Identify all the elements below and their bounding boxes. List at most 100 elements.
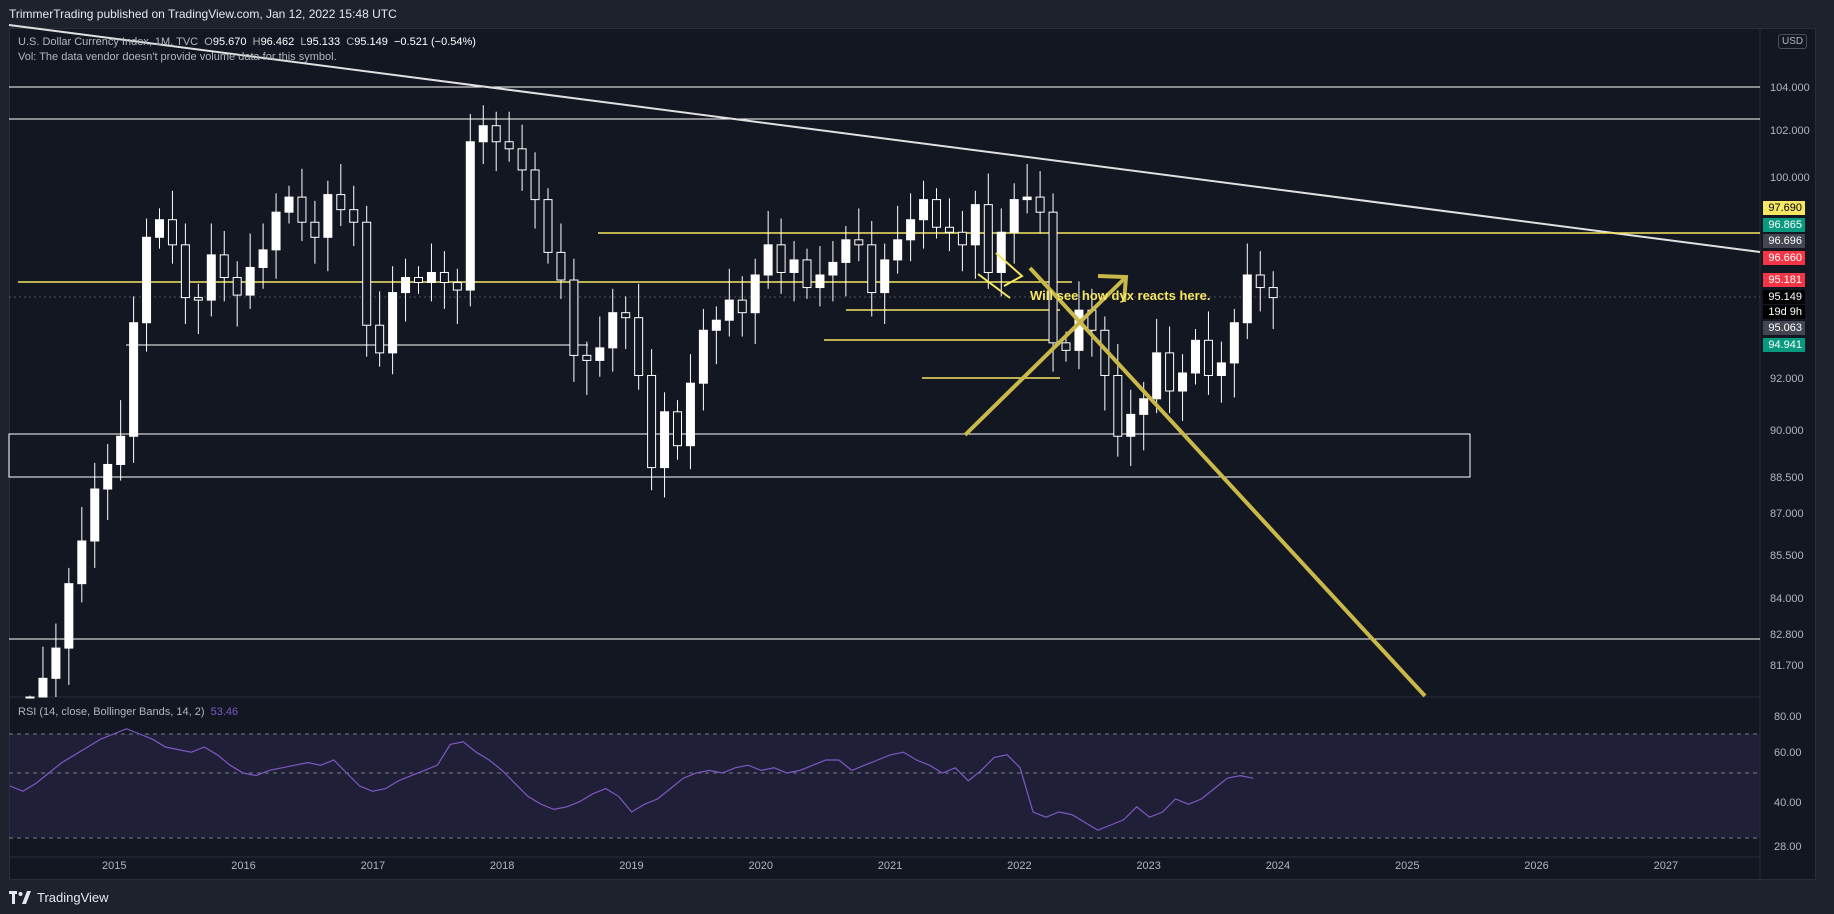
open-value: 95.670 (212, 36, 247, 48)
rsi-label: RSI (14, close, Bollinger Bands, 14, 2) (18, 706, 205, 718)
candle-body (919, 199, 929, 221)
candle-body (1048, 211, 1058, 344)
candle-body (634, 317, 644, 376)
time-tick-label: 2019 (619, 860, 643, 872)
price-tag: 95.149 (1763, 290, 1805, 304)
candle-body (1203, 339, 1213, 376)
price-tick-label: 100.000 (1770, 172, 1810, 184)
candle-body (362, 221, 372, 326)
price-axis: 104.000 102.000 100.000 92.000 90.000 88.500 8… (1770, 82, 1810, 672)
price-tick-label: 84.000 (1770, 593, 1804, 605)
close-value: 95.149 (354, 36, 388, 48)
price-tag: 94.941 (1763, 338, 1805, 352)
candle-body (1126, 413, 1136, 437)
candle-body (155, 219, 164, 238)
descending-trend-line (8, 24, 1761, 253)
candle-body (103, 463, 113, 490)
candle-body (556, 251, 566, 281)
candle-body (724, 299, 734, 321)
rsi-tick-label: 60.00 (1774, 747, 1802, 759)
candle-body (1216, 362, 1226, 376)
candle-body (582, 354, 592, 361)
candle-body (647, 374, 657, 469)
candle-body (660, 411, 670, 469)
candle-body (336, 194, 346, 211)
volume-note: Vol: The data vendor doesn't provide vol… (18, 51, 337, 63)
candle-body (25, 696, 35, 699)
candle-body (375, 324, 385, 354)
time-tick-label: 2021 (878, 860, 902, 872)
candle-body (944, 226, 954, 233)
high-label: H (252, 36, 261, 48)
time-tick-label: 2027 (1654, 860, 1678, 872)
time-tick-label: 2020 (749, 860, 773, 872)
candle-body (219, 254, 229, 278)
candle-body (906, 219, 916, 241)
price-tick-label: 102.000 (1770, 125, 1810, 137)
time-tick-label: 2026 (1524, 860, 1548, 872)
candle-body (763, 244, 773, 276)
candle-body (750, 274, 760, 314)
candle-body (414, 277, 423, 284)
candle-body (1061, 342, 1071, 351)
candle-body (323, 194, 333, 238)
candle-body (465, 141, 475, 291)
candle-body (1035, 196, 1045, 213)
candle-body (439, 271, 449, 284)
candle-body (193, 297, 203, 301)
price-tick-label: 90.000 (1770, 425, 1804, 437)
candle-body (310, 221, 320, 238)
candle-body (64, 583, 74, 649)
candle-body (608, 312, 618, 349)
candle-body (1229, 322, 1239, 364)
price-tag: 95.181 (1763, 273, 1805, 287)
time-tick-label: 2018 (490, 860, 514, 872)
candle-body (349, 209, 359, 223)
footer: TradingView (0, 880, 1834, 914)
open-label: O (204, 36, 213, 48)
price-tag: 19d 9h (1763, 305, 1805, 319)
rsi-legend[interactable]: RSI (14, close, Bollinger Bands, 14, 2) … (18, 706, 238, 718)
candle-body (90, 488, 100, 542)
candle-body (77, 540, 87, 585)
candle-body (452, 282, 462, 291)
candle-body (841, 239, 851, 263)
rsi-tick-label: 40.00 (1774, 797, 1802, 809)
bull-arrow (963, 274, 1129, 437)
low-value: 95.133 (306, 36, 341, 48)
rsi-tick-label: 28.00 (1774, 841, 1802, 853)
price-tick-label: 85.500 (1770, 550, 1804, 562)
candle-body (983, 204, 993, 273)
candle-body (271, 211, 281, 251)
candle-body (776, 244, 786, 273)
price-tick-label: 87.000 (1770, 508, 1804, 520)
reversal-marker (977, 252, 1024, 299)
candle-body (802, 259, 812, 289)
tradingview-logo[interactable]: TradingView (9, 890, 109, 905)
candle-body (854, 239, 864, 246)
candle-body (867, 244, 877, 294)
candle-body (789, 259, 799, 273)
symbol-legend[interactable]: U.S. Dollar Currency Index, 1M, TVC O95.… (18, 35, 476, 65)
candle-body (1178, 372, 1188, 392)
chart-annotation-text: Will see how dyx reacts here. (1030, 288, 1211, 303)
candle-body (258, 249, 268, 268)
candle-body (1152, 352, 1162, 400)
price-tag: 95.063 (1763, 321, 1805, 335)
candle-body (232, 277, 242, 296)
rsi-axis: 80.00 60.00 40.00 28.00 (1774, 711, 1802, 853)
candle-body (1165, 352, 1175, 392)
candle-body (1022, 196, 1032, 201)
candle-body (245, 266, 255, 296)
price-tick-label: 104.000 (1770, 82, 1810, 94)
candle-body (504, 141, 514, 150)
candle-body (206, 254, 216, 301)
candle-body (1255, 274, 1265, 289)
symbol-name: U.S. Dollar Currency Index, 1M, TVC (18, 36, 199, 48)
currency-badge[interactable]: USD (1778, 34, 1808, 49)
candle-body (1009, 199, 1019, 233)
candle-body (737, 299, 747, 314)
time-tick-label: 2015 (102, 860, 126, 872)
candle-body (388, 292, 398, 354)
